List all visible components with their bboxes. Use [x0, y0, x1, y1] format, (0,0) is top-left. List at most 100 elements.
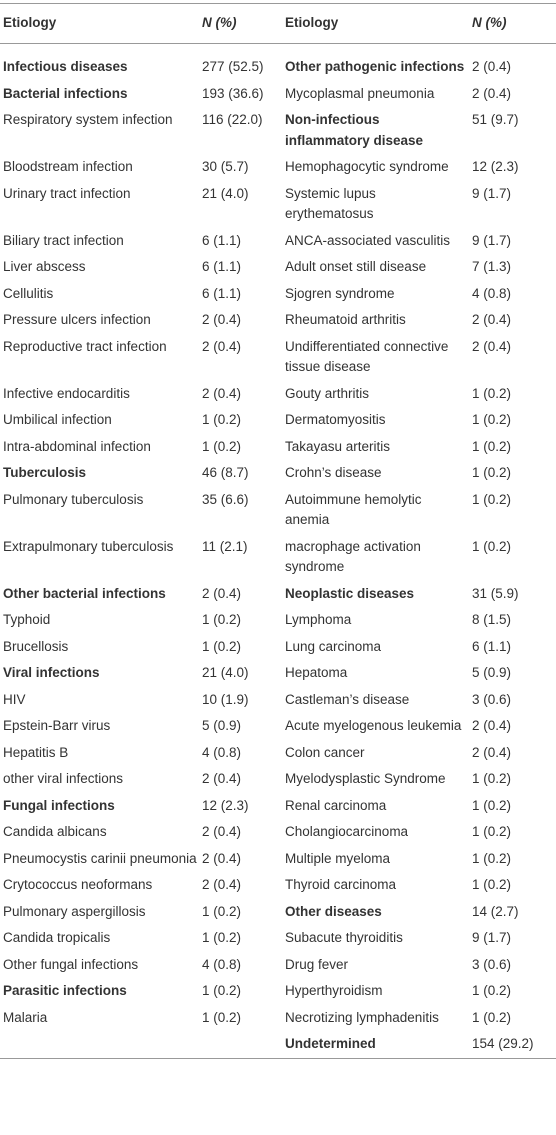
etiology-cell: Subacute thyroiditis — [285, 930, 403, 945]
etiology-cell: Castleman’s disease — [285, 691, 410, 707]
table-row: Liver abscess 6 (1.1) Adult onset still di… — [0, 254, 556, 281]
count-cell: 2 (0.4) — [202, 824, 242, 839]
table-row: Typhoid 1 (0.2) Lymphoma 8 (1.5) — [0, 607, 556, 634]
count-cell: 1 (0.2) — [472, 797, 512, 813]
etiology-cell: Systemic lupus erythematosus — [285, 185, 376, 222]
table-row: Pulmonary tuberculosis 35 (6.6) Autoimmune… — [0, 487, 556, 534]
etiology-cell: Bacterial infections — [3, 85, 128, 101]
count-cell: 2 (0.4) — [472, 59, 512, 74]
etiology-cell: Reproductive tract infection — [3, 338, 167, 354]
count-cell: 2 (0.4) — [202, 585, 242, 601]
etiology-cell: Liver abscess — [3, 259, 86, 274]
table-row: HIV 10 (1.9) Castleman’s disease 3 (0.6) — [0, 687, 556, 714]
etiology-cell: Urinary tract infection — [3, 185, 131, 201]
count-cell: 51 (9.7) — [472, 112, 519, 127]
count-cell: 1 (0.2) — [472, 983, 512, 998]
etiology-cell: Pneumocystis carinii pneumonia — [3, 850, 197, 866]
count-cell: 1 (0.2) — [472, 412, 512, 427]
table-row: Bacterial infections 193 (36.6) Mycoplasma… — [0, 81, 556, 108]
table-row: Biliary tract infection 6 (1.1) ANCA-assoc… — [0, 228, 556, 255]
etiology-cell: Rheumatoid arthritis — [285, 312, 406, 327]
etiology-cell: Pressure ulcers infection — [3, 312, 151, 327]
etiology-cell: Renal carcinoma — [285, 797, 387, 813]
count-cell: 21 (4.0) — [202, 185, 249, 201]
count-cell: 3 (0.6) — [472, 956, 512, 972]
table-row: Bloodstream infection 30 (5.7) Hemophagocy… — [0, 154, 556, 181]
count-cell: 2 (0.4) — [472, 85, 512, 101]
etiology-cell: Typhoid — [3, 612, 51, 627]
etiology-cell: macrophage activation syndrome — [285, 538, 421, 575]
table-row: Umbilical infection 1 (0.2) Dermatomyositi… — [0, 407, 556, 434]
etiology-cell: Gouty arthritis — [285, 385, 370, 401]
etiology-cell: Infective endocarditis — [3, 385, 130, 401]
count-cell: 277 (52.5) — [202, 59, 264, 74]
etiology-cell: Other diseases — [285, 903, 382, 919]
table-row: Pulmonary aspergillosis 1 (0.2) Other dise… — [0, 899, 556, 926]
etiology-cell: Drug fever — [285, 956, 349, 972]
etiology-cell: Fungal infections — [3, 797, 115, 813]
count-cell: 12 (2.3) — [472, 159, 519, 174]
etiology-cell: Umbilical infection — [3, 412, 112, 427]
etiology-cell: Crytococcus neoformans — [3, 877, 153, 892]
etiology-cell: Myelodysplastic Syndrome — [285, 771, 446, 786]
table-row: Undetermined 154 (29.2) — [0, 1031, 556, 1058]
etiology-cell: Brucellosis — [3, 638, 69, 654]
count-cell: 1 (0.2) — [472, 385, 512, 401]
header-row: Etiology N (%) Etiology N (%) — [0, 3, 556, 44]
count-cell: 2 (0.4) — [472, 744, 512, 760]
count-cell: 12 (2.3) — [202, 797, 249, 813]
etiology-cell: Extrapulmonary tuberculosis — [3, 538, 174, 554]
count-cell: 11 (2.1) — [202, 538, 248, 554]
count-cell: 1 (0.2) — [472, 824, 512, 839]
table-row: Tuberculosis 46 (8.7) Crohn’s disease 1 (0.… — [0, 460, 556, 487]
etiology-cell: Tuberculosis — [3, 465, 87, 480]
count-cell: 2 (0.4) — [202, 877, 242, 892]
count-cell: 1 (0.2) — [202, 638, 242, 654]
etiology-cell: Pulmonary aspergillosis — [3, 903, 146, 919]
count-cell: 1 (0.2) — [202, 438, 242, 454]
etiology-cell: Bloodstream infection — [3, 159, 133, 174]
etiology-cell: Adult onset still disease — [285, 259, 427, 274]
etiology-cell: Hemophagocytic syndrome — [285, 159, 449, 174]
etiology-cell: Takayasu arteritis — [285, 438, 391, 454]
table-row: Candida tropicalis 1 (0.2) Subacute thyroi… — [0, 925, 556, 952]
etiology-cell: Malaria — [3, 1009, 48, 1025]
count-cell: 1 (0.2) — [472, 538, 512, 554]
etiology-cell: Intra-abdominal infection — [3, 438, 151, 454]
count-cell: 5 (0.9) — [472, 665, 512, 680]
etiology-cell: Undetermined — [285, 1036, 376, 1051]
header-cell: N (%) — [469, 3, 556, 44]
table-row: Parasitic infections 1 (0.2) Hyperthyroidi… — [0, 978, 556, 1005]
count-cell: 6 (1.1) — [202, 232, 242, 248]
count-cell: 9 (1.7) — [472, 232, 512, 248]
table-row: Fungal infections 12 (2.3) Renal carcinoma… — [0, 793, 556, 820]
etiology-cell: Cellulitis — [3, 285, 54, 301]
etiology-cell: Lung carcinoma — [285, 638, 382, 654]
table-row: Candida albicans 2 (0.4) Cholangiocarcinom… — [0, 819, 556, 846]
etiology-cell: Mycoplasmal pneumonia — [285, 85, 435, 101]
count-cell: 2 (0.4) — [202, 312, 242, 327]
count-cell: 9 (1.7) — [472, 930, 512, 945]
table-row: Cellulitis 6 (1.1) Sjogren syndrome 4 (0.8) — [0, 281, 556, 308]
count-cell: 6 (1.1) — [202, 285, 242, 301]
count-cell: 1 (0.2) — [472, 491, 512, 507]
count-cell: 2 (0.4) — [202, 338, 242, 354]
count-cell: 5 (0.9) — [202, 718, 242, 733]
etiology-cell: Other bacterial infections — [3, 585, 166, 601]
count-cell: 1 (0.2) — [202, 412, 242, 427]
etiology-cell: Sjogren syndrome — [285, 285, 395, 301]
count-cell: 6 (1.1) — [472, 638, 512, 654]
etiology-cell: Neoplastic diseases — [285, 585, 415, 601]
etiology-cell: ANCA-associated vasculitis — [285, 232, 451, 248]
count-cell: 2 (0.4) — [202, 771, 242, 786]
count-cell: 1 (0.2) — [202, 1009, 242, 1025]
count-cell: 21 (4.0) — [202, 665, 249, 680]
table-row: Viral infections 21 (4.0) Hepatoma 5 (0.9) — [0, 660, 556, 687]
table-body: Infectious diseases 277 (52.5) Other patho… — [0, 44, 556, 1059]
table-row: Infective endocarditis 2 (0.4) Gouty arthr… — [0, 381, 556, 408]
etiology-cell: Biliary tract infection — [3, 232, 124, 248]
count-cell: 1 (0.2) — [472, 465, 512, 480]
etiology-cell: Parasitic infections — [3, 983, 127, 998]
count-cell: 3 (0.6) — [472, 691, 512, 707]
header-cell: Etiology — [282, 3, 469, 44]
